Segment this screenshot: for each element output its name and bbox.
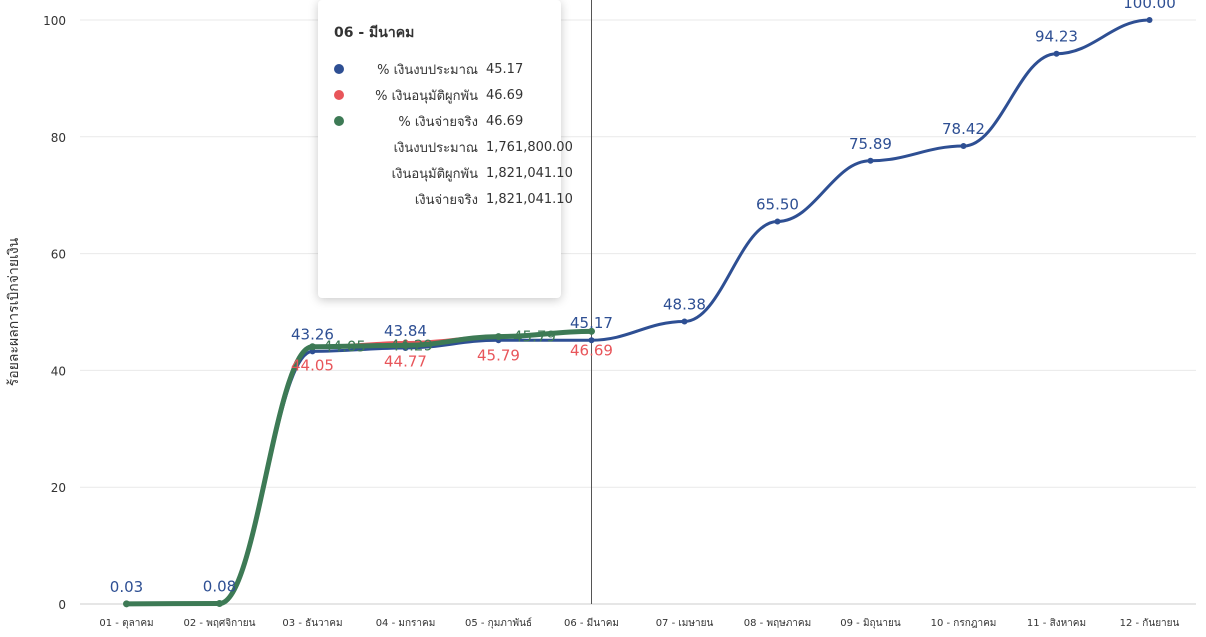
data-label: 46.69	[570, 341, 613, 359]
data-label: 43.84	[384, 322, 427, 340]
y-tick-label: 40	[51, 364, 66, 378]
y-tick-label: 80	[51, 131, 66, 145]
x-tick-label: 11 - สิงหาคม	[1027, 618, 1086, 629]
data-label: 0.08	[203, 578, 236, 596]
data-label: 100.00	[1123, 0, 1176, 12]
x-tick-label: 03 - ธันวาคม	[282, 618, 342, 629]
x-tick-label: 10 - กรกฎาคม	[931, 618, 997, 629]
tooltip: 06 - มีนาคม % เงินงบประมาณ 45.17 % เงินอนุ…	[318, 0, 573, 298]
series-marker-icon	[334, 90, 344, 100]
data-label: 44.05	[291, 357, 334, 375]
y-tick-label: 20	[51, 481, 66, 495]
tooltip-row-value: 1,821,041.10	[486, 165, 573, 181]
tooltip-row-value: 46.69	[486, 87, 524, 103]
data-point[interactable]	[774, 218, 781, 225]
tooltip-title: 06 - มีนาคม	[334, 25, 415, 41]
data-label: 0.03	[110, 578, 143, 596]
tooltip-row-value: 46.69	[486, 113, 524, 129]
data-label: 43.26	[291, 325, 334, 343]
tooltip-row-label: % เงินจ่ายจริง	[398, 114, 478, 130]
data-label: 44.05	[323, 338, 366, 356]
x-tick-label: 09 - มิถุนายน	[840, 618, 901, 629]
data-label: 48.38	[663, 295, 706, 313]
data-label: 78.42	[942, 120, 985, 138]
x-tick-label: 02 - พฤศจิกายน	[184, 618, 256, 629]
series-marker-icon	[334, 64, 344, 74]
data-point[interactable]	[960, 143, 967, 150]
data-label: 45.79	[513, 328, 556, 346]
x-tick-label: 12 - กันยายน	[1120, 618, 1180, 629]
x-tick-label: 06 - มีนาคม	[564, 617, 619, 629]
series-line[interactable]	[126, 329, 592, 606]
y-axis-title: ร้อยละผลการเบิกจ่ายเงิน	[6, 237, 22, 386]
series-line[interactable]	[126, 328, 592, 607]
data-point[interactable]	[402, 341, 409, 349]
data-label: 44.29	[390, 336, 433, 354]
series-line[interactable]	[126, 18, 1150, 606]
data-point[interactable]	[123, 600, 130, 608]
tooltip-row: เงินอนุมัติผูกพัน 1,821,041.10	[334, 160, 573, 186]
data-point[interactable]	[588, 337, 595, 344]
data-point[interactable]	[216, 600, 223, 608]
x-tick-label: 05 - กุมภาพันธ์	[465, 617, 532, 629]
data-point[interactable]	[1053, 50, 1060, 57]
y-tick-label: 60	[51, 248, 66, 262]
x-tick-label: 01 - ตุลาคม	[99, 618, 153, 629]
tooltip-row-value: 45.17	[486, 61, 524, 77]
data-label: 94.23	[1035, 28, 1078, 46]
data-point[interactable]	[495, 333, 502, 341]
data-label: 45.17	[570, 314, 613, 332]
tooltip-row-label: เงินจ่ายจริง	[414, 192, 478, 208]
x-tick-label: 04 - มกราคม	[376, 618, 436, 629]
tooltip-row: เงินจ่ายจริง 1,821,041.10	[334, 186, 573, 212]
data-label: 45.79	[477, 347, 520, 365]
data-point[interactable]	[867, 157, 874, 164]
tooltip-row-value: 1,821,041.10	[486, 191, 573, 207]
tooltip-row: เงินงบประมาณ 1,761,800.00	[334, 134, 573, 160]
data-label: 65.50	[756, 195, 799, 213]
tooltip-row: % เงินอนุมัติผูกพัน 46.69	[334, 82, 551, 108]
data-label: 75.89	[849, 135, 892, 153]
tooltip-row: % เงินงบประมาณ 45.17	[334, 56, 551, 82]
series-marker-icon	[334, 116, 344, 126]
tooltip-row-label: % เงินอนุมัติผูกพัน	[375, 88, 478, 104]
x-tick-label: 07 - เมษายน	[656, 618, 714, 629]
x-tick-label: 08 - พฤษภาคม	[744, 618, 811, 629]
data-point[interactable]	[309, 343, 316, 351]
y-tick-label: 100	[43, 14, 66, 28]
tooltip-row-label: % เงินงบประมาณ	[377, 62, 478, 78]
tooltip-row-label: เงินอนุมัติผูกพัน	[391, 166, 478, 182]
tooltip-row-value: 1,761,800.00	[486, 139, 573, 155]
data-point[interactable]	[1146, 17, 1153, 23]
y-tick-label: 0	[58, 598, 66, 612]
data-point[interactable]	[681, 318, 688, 325]
data-point[interactable]	[588, 327, 595, 335]
data-label: 44.77	[384, 353, 427, 371]
tooltip-row-label: เงินงบประมาณ	[393, 140, 478, 156]
tooltip-row: % เงินจ่ายจริง 46.69	[334, 108, 551, 134]
